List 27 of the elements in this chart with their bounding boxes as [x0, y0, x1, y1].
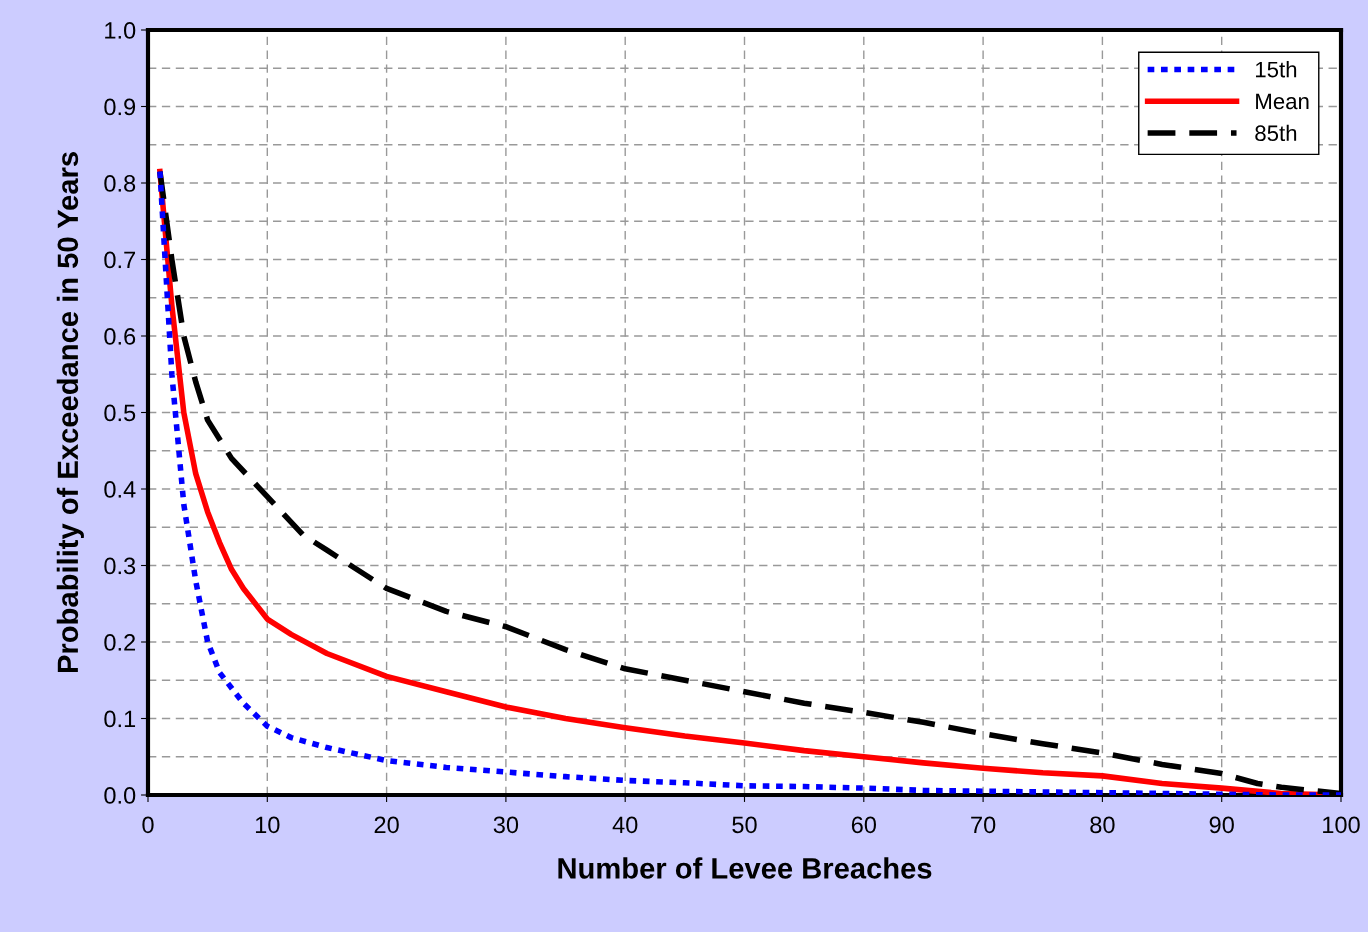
legend-label: 15th: [1256, 61, 1297, 78]
y-tick-label: 0.1: [104, 710, 136, 728]
x-tick-label: 20: [374, 816, 399, 834]
y-tick-label: 0.4: [104, 481, 136, 498]
legend-label: Mean: [1256, 93, 1309, 110]
y-tick-label: 0.3: [104, 557, 136, 575]
y-axis-title: Probability of Exceedance in 50 Years: [56, 152, 84, 673]
x-tick-label: 80: [1090, 816, 1115, 834]
y-tick-label: 0.5: [104, 404, 136, 422]
x-tick-label: 100: [1323, 816, 1360, 834]
x-tick-label: 50: [732, 816, 757, 834]
y-tick-label: 0.0: [104, 787, 136, 804]
x-axis-title: Number of Levee Breaches: [558, 857, 932, 879]
y-tick-label: 1.0: [105, 22, 136, 39]
y-tick-label: 0.9: [104, 98, 136, 116]
y-tick-label: 0.6: [104, 328, 136, 345]
x-tick-label: 90: [1209, 816, 1234, 834]
legend-label: 85th: [1255, 124, 1297, 142]
x-tick-label: 40: [612, 816, 638, 834]
x-tick-label: 10: [255, 816, 280, 834]
x-tick-label: 60: [851, 816, 877, 834]
y-tick-label: 0.8: [104, 175, 136, 192]
x-tick-label: 0: [142, 816, 154, 834]
y-tick-label: 0.2: [104, 634, 136, 651]
y-tick-label: 0.7: [104, 251, 136, 269]
x-tick-label: 30: [493, 816, 519, 834]
x-tick-label: 70: [971, 816, 996, 834]
